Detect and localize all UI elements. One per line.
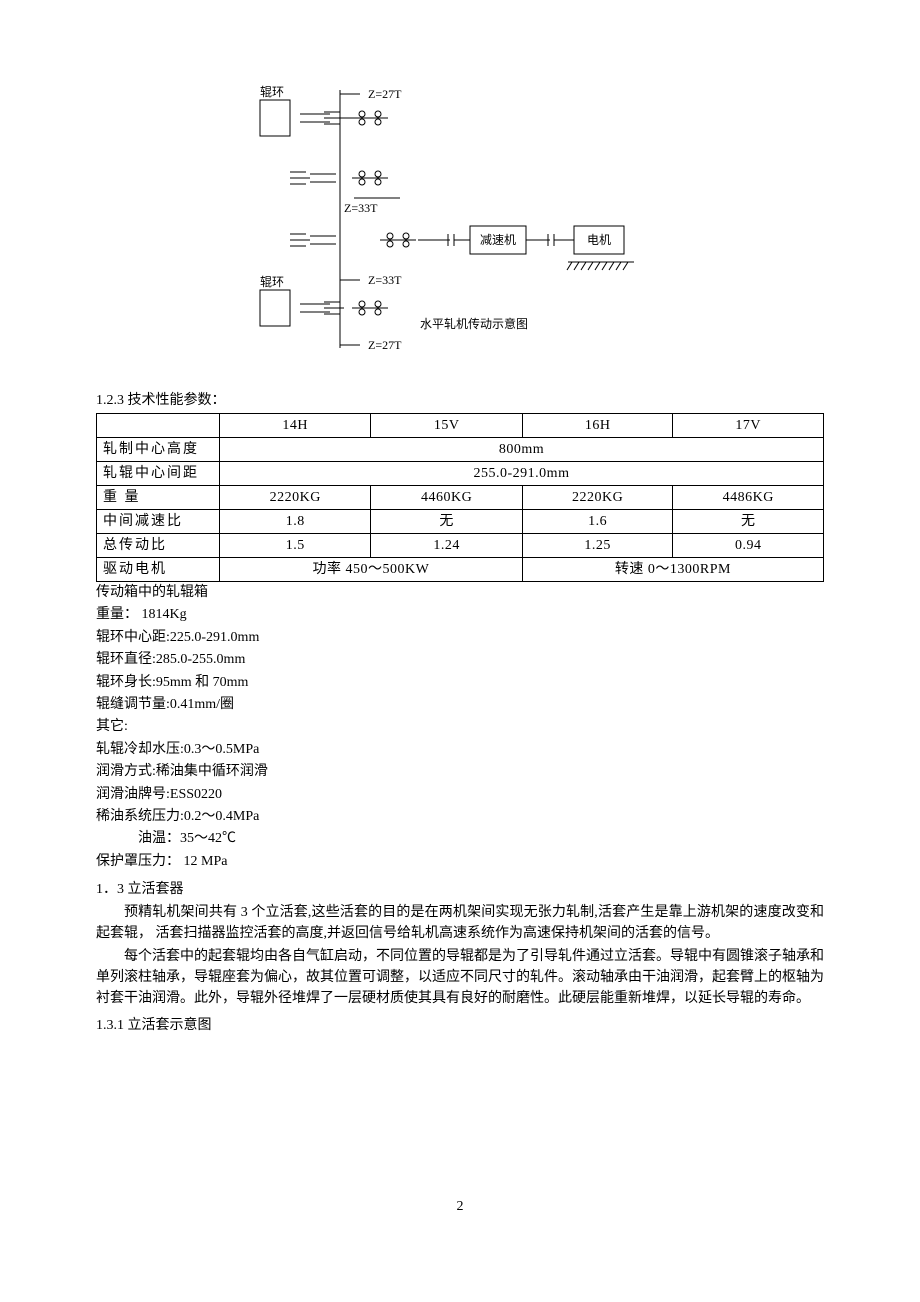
spec-line: 保护罩压力： 12 MPa — [96, 851, 824, 873]
spec-table: 14H15V16H17V轧制中心高度800mm轧辊中心间距255.0-291.0… — [96, 413, 824, 582]
svg-text:Z=33T: Z=33T — [344, 201, 378, 215]
svg-text:Z=27T: Z=27T — [368, 338, 402, 352]
table-cell: 转速 0～1300RPM — [522, 558, 823, 582]
svg-text:辊环: 辊环 — [260, 275, 284, 289]
svg-text:Z=27T: Z=27T — [368, 87, 402, 101]
table-row: 总传动比1.51.241.250.94 — [97, 534, 824, 558]
table-row-label: 轧辊中心间距 — [97, 462, 220, 486]
svg-text:减速机: 减速机 — [480, 233, 516, 247]
spec-line: 辊环直径:285.0-255.0mm — [96, 649, 824, 671]
spec-line: 润滑油牌号:ESS0220 — [96, 784, 824, 806]
table-cell: 1.6 — [522, 510, 673, 534]
svg-text:辊环: 辊环 — [260, 85, 284, 99]
table-header-cell: 14H — [220, 414, 371, 438]
spec-line: 传动箱中的轧辊箱 — [96, 582, 824, 604]
table-row-label: 重 量 — [97, 486, 220, 510]
table-row-label: 总传动比 — [97, 534, 220, 558]
spec-line: 稀油系统压力:0.2～0.4MPa — [96, 806, 824, 828]
table-header-cell: 15V — [371, 414, 522, 438]
table-cell: 功率 450～500KW — [220, 558, 523, 582]
table-cell: 4486KG — [673, 486, 824, 510]
table-row-label: 轧制中心高度 — [97, 438, 220, 462]
table-cell: 无 — [673, 510, 824, 534]
diagram-svg: Z=27T 辊环 Z=33T 减速机 电机 Z=33T 辊环 Z=27T 水平轧机传动示意图 — [250, 80, 670, 360]
table-cell: 800mm — [220, 438, 824, 462]
spec-line: 轧辊冷却水压:0.3～0.5MPa — [96, 739, 824, 761]
table-cell: 2220KG — [220, 486, 371, 510]
table-row-label: 驱动电机 — [97, 558, 220, 582]
table-row: 轧制中心高度800mm — [97, 438, 824, 462]
table-header-cell: 17V — [673, 414, 824, 438]
spec-line: 辊环身长:95mm 和 70mm — [96, 672, 824, 694]
section-1-3-heading: 1．3 立活套器 — [96, 879, 824, 900]
table-cell: 0.94 — [673, 534, 824, 558]
table-cell: 2220KG — [522, 486, 673, 510]
spec-line: 润滑方式:稀油集中循环润滑 — [96, 761, 824, 783]
table-cell: 255.0-291.0mm — [220, 462, 824, 486]
svg-text:Z=33T: Z=33T — [368, 273, 402, 287]
table-cell: 4460KG — [371, 486, 522, 510]
section-1-2-3-heading: 1.2.3 技术性能参数： — [96, 390, 824, 411]
table-header-cell: 16H — [522, 414, 673, 438]
table-cell: 1.8 — [220, 510, 371, 534]
section-1-3-1-heading: 1.3.1 立活套示意图 — [96, 1015, 824, 1036]
table-row-label: 中间减速比 — [97, 510, 220, 534]
table-cell: 1.5 — [220, 534, 371, 558]
table-row: 轧辊中心间距255.0-291.0mm — [97, 462, 824, 486]
spec-line: 辊环中心距:225.0-291.0mm — [96, 627, 824, 649]
table-cell: 1.24 — [371, 534, 522, 558]
transmission-diagram: Z=27T 辊环 Z=33T 减速机 电机 Z=33T 辊环 Z=27T 水平轧机传动示意图 — [96, 80, 824, 360]
table-header-cell — [97, 414, 220, 438]
table-row: 重 量2220KG4460KG2220KG4486KG — [97, 486, 824, 510]
spec-list: 传动箱中的轧辊箱 重量： 1814Kg 辊环中心距:225.0-291.0mm … — [96, 582, 824, 873]
page-number: 2 — [96, 1196, 824, 1217]
spec-line: 油温：35～42℃ — [96, 828, 824, 850]
svg-text:水平轧机传动示意图: 水平轧机传动示意图 — [420, 316, 528, 331]
spec-line: 辊缝调节量:0.41mm/圈 — [96, 694, 824, 716]
svg-text:电机: 电机 — [587, 233, 611, 247]
table-cell: 无 — [371, 510, 522, 534]
paragraph: 预精轧机架间共有 3 个立活套,这些活套的目的是在两机架间实现无张力轧制,活套产… — [96, 902, 824, 944]
paragraph: 每个活套中的起套辊均由各自气缸启动，不同位置的导辊都是为了引导轧件通过立活套。导… — [96, 946, 824, 1009]
spec-line: 其它: — [96, 716, 824, 738]
table-row: 驱动电机功率 450～500KW转速 0～1300RPM — [97, 558, 824, 582]
table-cell: 1.25 — [522, 534, 673, 558]
table-row: 中间减速比1.8无1.6无 — [97, 510, 824, 534]
spec-line: 重量： 1814Kg — [96, 604, 824, 626]
